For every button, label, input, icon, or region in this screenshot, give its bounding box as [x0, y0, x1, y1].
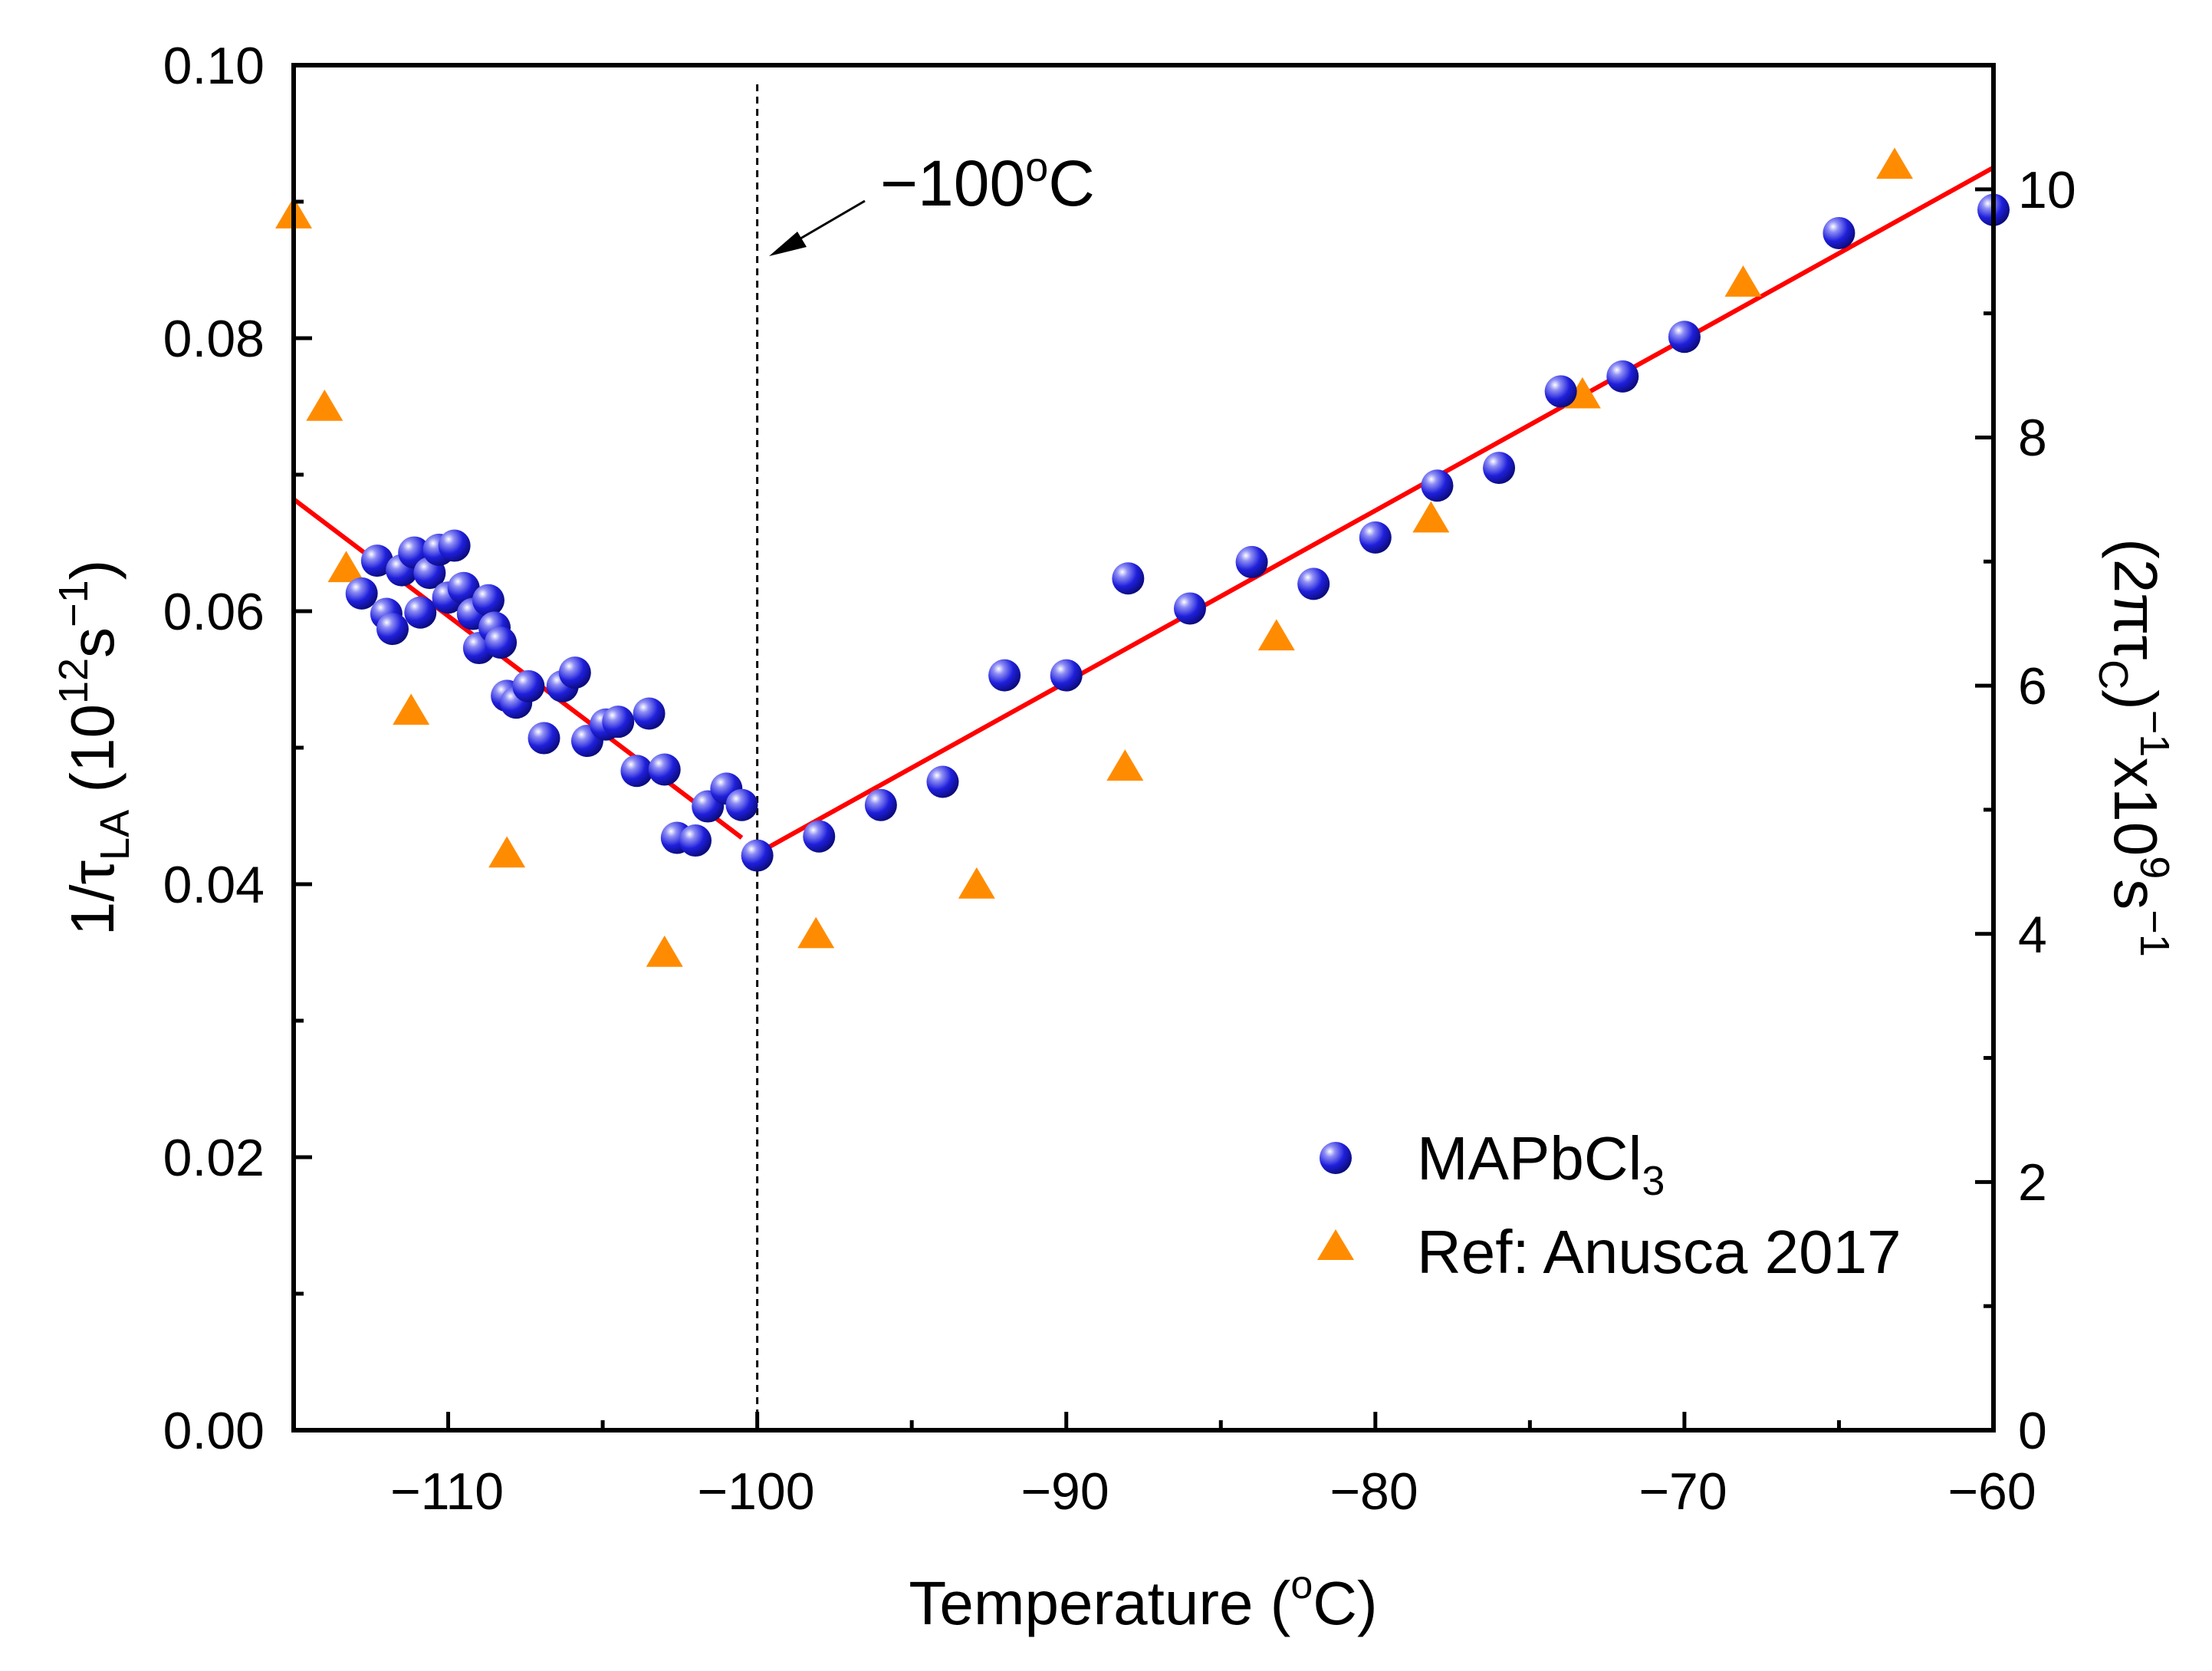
- y-right-tick-label: 2: [2018, 1153, 2047, 1212]
- y-right-tick-label: 6: [2018, 657, 2047, 715]
- anusca-point: [1876, 147, 1914, 179]
- anusca-point: [1724, 265, 1762, 297]
- y-left-tick-labels: 0.00 0.02 0.04 0.06 0.08 0.10: [163, 37, 265, 1460]
- transition-annotation: −100oC: [880, 144, 1095, 219]
- x-tick-label: −110: [390, 1462, 504, 1521]
- mapbcl3-point: [602, 706, 635, 738]
- y-right-axis-title: (2πτC)−1x109s−1: [2090, 538, 2177, 957]
- y-left-tick-label: 0.00: [163, 1402, 265, 1460]
- y-left-tick-label: 0.10: [163, 37, 265, 95]
- y-left-tick-label: 0.04: [163, 856, 265, 914]
- annotation-main: −100: [880, 147, 1025, 219]
- y-left-axis-title: 1/τLA (1012s−1): [51, 560, 138, 936]
- y-right-tick-label: 8: [2018, 409, 2047, 467]
- x-axis-ticks: [291, 1412, 1996, 1430]
- anusca-point: [393, 693, 430, 725]
- mapbcl3-series: [345, 193, 2010, 872]
- mapbcl3-point: [1235, 545, 1268, 578]
- mapbcl3-point: [1421, 469, 1454, 502]
- mapbcl3-point: [1483, 452, 1516, 485]
- mapbcl3-point: [648, 753, 681, 786]
- legend-marker-mapbcl3: [1320, 1142, 1352, 1174]
- legend: MAPbCl3 Ref: Anusca 2017: [1317, 1124, 1901, 1286]
- mapbcl3-point: [725, 788, 758, 821]
- x-axis-title: Temperature (oC): [909, 1563, 1377, 1637]
- mapbcl3-point: [528, 722, 560, 755]
- anusca-point: [958, 867, 995, 899]
- mapbcl3-point: [558, 656, 591, 689]
- mapbcl3-point: [447, 571, 480, 604]
- anusca-point: [488, 836, 526, 868]
- anusca-point: [1412, 501, 1450, 533]
- mapbcl3-point: [404, 596, 437, 629]
- mapbcl3-point: [679, 824, 712, 857]
- y-right-tick-label: 10: [2018, 161, 2076, 219]
- legend-label-anusca: Ref: Anusca 2017: [1417, 1218, 1901, 1286]
- x-tick-label: −100: [697, 1462, 814, 1521]
- y-right-tick-label: 0: [2018, 1402, 2047, 1460]
- y-left-tick-label: 0.08: [163, 310, 265, 368]
- mapbcl3-point: [620, 755, 653, 788]
- y-left-tick-label: 0.06: [163, 583, 265, 641]
- mapbcl3-point: [1823, 216, 1855, 249]
- anusca-point: [646, 936, 683, 967]
- x-tick-label: −60: [1947, 1462, 2036, 1521]
- x-tick-label: −80: [1330, 1462, 1418, 1521]
- mapbcl3-point: [926, 765, 959, 798]
- anusca-point: [327, 551, 365, 583]
- annotation-arrow: [769, 199, 866, 256]
- y-left-axis-ticks: [294, 63, 312, 1433]
- y-right-tick-label: 4: [2018, 906, 2047, 964]
- x-tick-label: −70: [1638, 1462, 1727, 1521]
- mapbcl3-point: [1112, 562, 1145, 595]
- y-right-tick-labels: 0 2 4 6 8 10: [2018, 161, 2076, 1460]
- fit-right-line: [762, 165, 1993, 853]
- legend-marker-anusca: [1317, 1229, 1354, 1260]
- mapbcl3-point: [485, 626, 518, 659]
- mapbcl3-point: [1606, 360, 1639, 393]
- mapbcl3-point: [376, 613, 409, 646]
- x-tick-label: −90: [1021, 1462, 1109, 1521]
- mapbcl3-point: [345, 577, 378, 610]
- x-tick-labels: −110 −100 −90 −80 −70 −60: [390, 1462, 2036, 1521]
- annotation-sup: o: [1025, 144, 1048, 190]
- mapbcl3-point: [438, 529, 471, 562]
- mapbcl3-point: [360, 544, 393, 577]
- y-right-axis-ticks: [1975, 63, 1993, 1433]
- mapbcl3-point: [472, 584, 505, 617]
- anusca-point: [1106, 749, 1144, 781]
- anusca-point: [1257, 619, 1295, 651]
- mapbcl3-point: [1668, 321, 1701, 354]
- mapbcl3-point: [803, 820, 836, 853]
- mapbcl3-point: [864, 788, 897, 821]
- mapbcl3-point: [988, 659, 1021, 692]
- y-left-tick-label: 0.02: [163, 1129, 265, 1187]
- legend-label-mapbcl3: MAPbCl3: [1417, 1124, 1665, 1204]
- mapbcl3-point: [1544, 375, 1577, 408]
- anusca-point: [306, 390, 343, 421]
- anusca-point: [797, 916, 835, 949]
- fit-left-line: [294, 497, 744, 840]
- mapbcl3-point: [741, 839, 774, 872]
- mapbcl3-point: [512, 669, 545, 702]
- mapbcl3-point: [633, 697, 666, 730]
- mapbcl3-point: [1050, 659, 1083, 692]
- mapbcl3-point: [1359, 521, 1392, 554]
- annotation-end: C: [1048, 147, 1095, 219]
- mapbcl3-point: [1297, 567, 1330, 600]
- anusca-series: [275, 147, 1914, 967]
- mapbcl3-point: [1173, 592, 1206, 625]
